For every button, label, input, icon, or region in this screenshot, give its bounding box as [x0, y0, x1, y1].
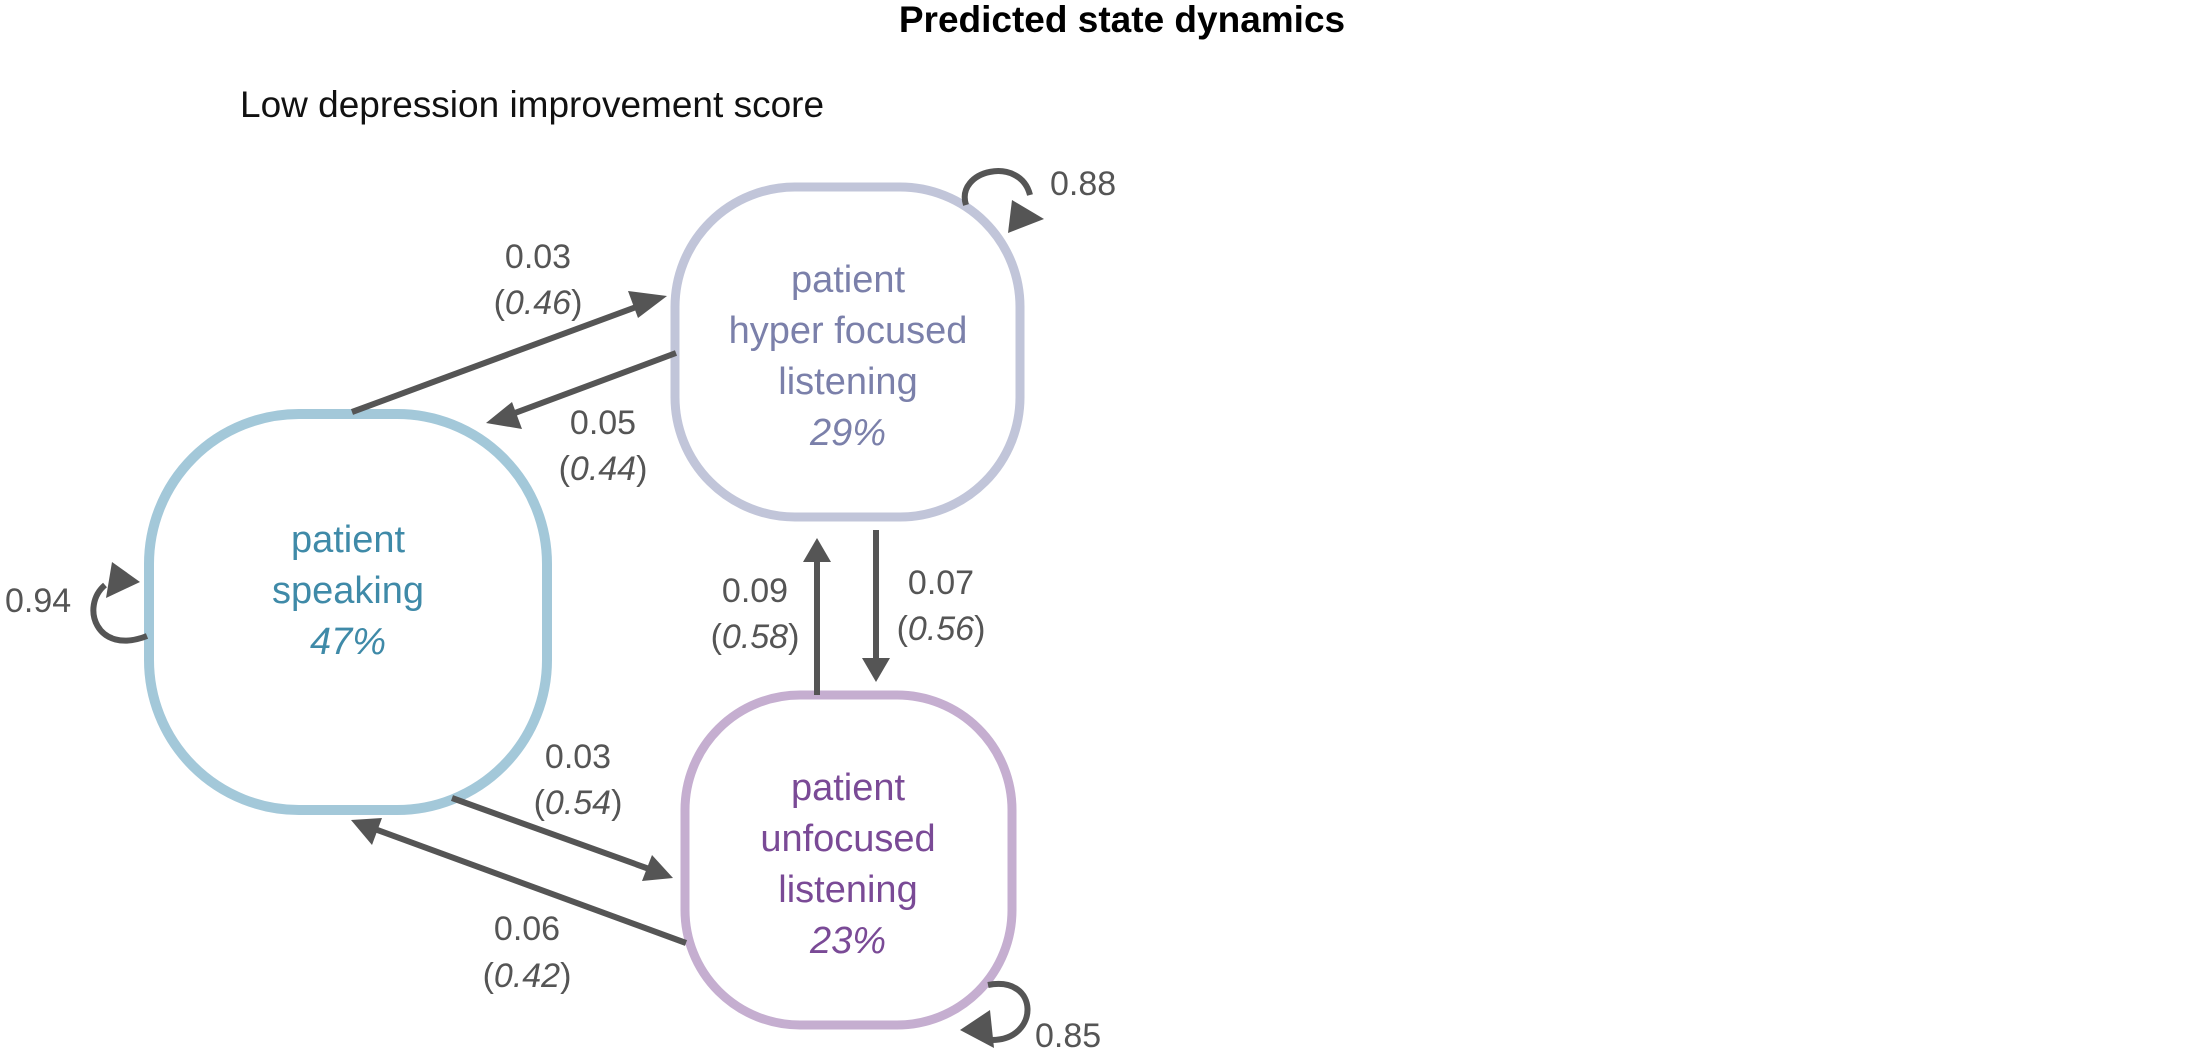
transition-label-hyper-to-unfocused: 0.07 (0.56)	[897, 564, 986, 648]
transition-paren: 0.42	[494, 957, 560, 995]
state-percent: 29%	[809, 412, 886, 454]
transition-prob: 0.06	[494, 910, 560, 948]
state-percent: 23%	[809, 920, 886, 962]
state-node-hyper-shape	[670, 182, 1025, 522]
transition-paren: 0.56	[908, 610, 974, 648]
self-loop-label-speaking: 0.94	[5, 582, 71, 620]
state-node-unfocused: patient unfocused listening 23%	[680, 690, 1017, 1030]
edge-unfocused-to-speaking	[351, 818, 688, 946]
state-name-line: listening	[778, 869, 917, 911]
edge-speaking-to-hyper	[350, 291, 667, 415]
arrowhead	[351, 818, 382, 845]
transition-label-unfocused-to-hyper: 0.09 (0.58)	[711, 572, 800, 656]
state-node-unfocused-shape	[680, 690, 1017, 1030]
state-name-line: listening	[778, 361, 917, 403]
transition-prob: 0.07	[908, 564, 974, 602]
state-percent: 47%	[310, 621, 386, 663]
state-node-speaking-shape	[144, 409, 552, 815]
state-name-line: hyper focused	[729, 310, 968, 352]
arrowhead	[862, 658, 890, 682]
diagram-title: Predicted state dynamics	[899, 0, 1345, 40]
edge-unfocused-to-hyper	[803, 538, 831, 695]
transition-paren: 0.54	[545, 784, 611, 822]
arrowhead	[106, 562, 140, 598]
arrowhead	[960, 1010, 994, 1048]
state-name-line: unfocused	[760, 818, 935, 860]
transition-label-speaking-to-hyper: 0.03 (0.46)	[494, 238, 583, 322]
arrowhead	[628, 291, 667, 318]
transition-prob: 0.03	[545, 738, 611, 776]
self-loop-label-hyper: 0.88	[1050, 165, 1116, 203]
edge-hyper-to-speaking	[486, 350, 678, 429]
transition-paren-line: (0.46)	[494, 284, 583, 322]
state-node-speaking: patient speaking 47%	[144, 409, 552, 815]
transition-paren: 0.58	[722, 618, 788, 656]
transition-label-hyper-to-speaking: 0.05 (0.44)	[559, 404, 648, 488]
transition-prob: 0.05	[570, 404, 636, 442]
edge-hyper-to-unfocused	[862, 530, 890, 682]
self-loop-speaking	[90, 562, 149, 644]
arrowhead	[642, 855, 673, 881]
arrowhead	[486, 402, 522, 429]
state-name-line: patient	[791, 259, 906, 301]
state-node-hyper-focused: patient hyper focused listening 29%	[670, 182, 1025, 522]
transition-paren-line: (0.54)	[534, 784, 623, 822]
self-loop-unfocused	[960, 980, 1031, 1048]
transition-label-speaking-to-unfocused: 0.03 (0.54)	[534, 738, 623, 822]
transition-paren-line: (0.58)	[711, 618, 800, 656]
transition-prob: 0.09	[722, 572, 788, 610]
state-name-line: patient	[791, 767, 906, 809]
transition-paren: 0.46	[505, 284, 571, 322]
transition-paren-line: (0.42)	[483, 957, 572, 995]
state-name-line: patient	[291, 519, 406, 561]
diagram-subtitle: Low depression improvement score	[240, 84, 824, 125]
transition-paren-line: (0.56)	[897, 610, 986, 648]
state-name-line: speaking	[272, 570, 424, 612]
arrowhead	[803, 538, 831, 562]
transition-paren-line: (0.44)	[559, 450, 648, 488]
arrowhead	[1008, 200, 1044, 233]
edge-speaking-to-unfocused	[450, 795, 673, 881]
self-loop-hyper	[961, 168, 1044, 233]
transition-prob: 0.03	[505, 238, 571, 276]
transition-label-unfocused-to-speaking: 0.06 (0.42)	[483, 910, 572, 995]
self-loop-label-unfocused: 0.85	[1035, 1017, 1101, 1049]
transition-paren: 0.44	[570, 450, 636, 488]
